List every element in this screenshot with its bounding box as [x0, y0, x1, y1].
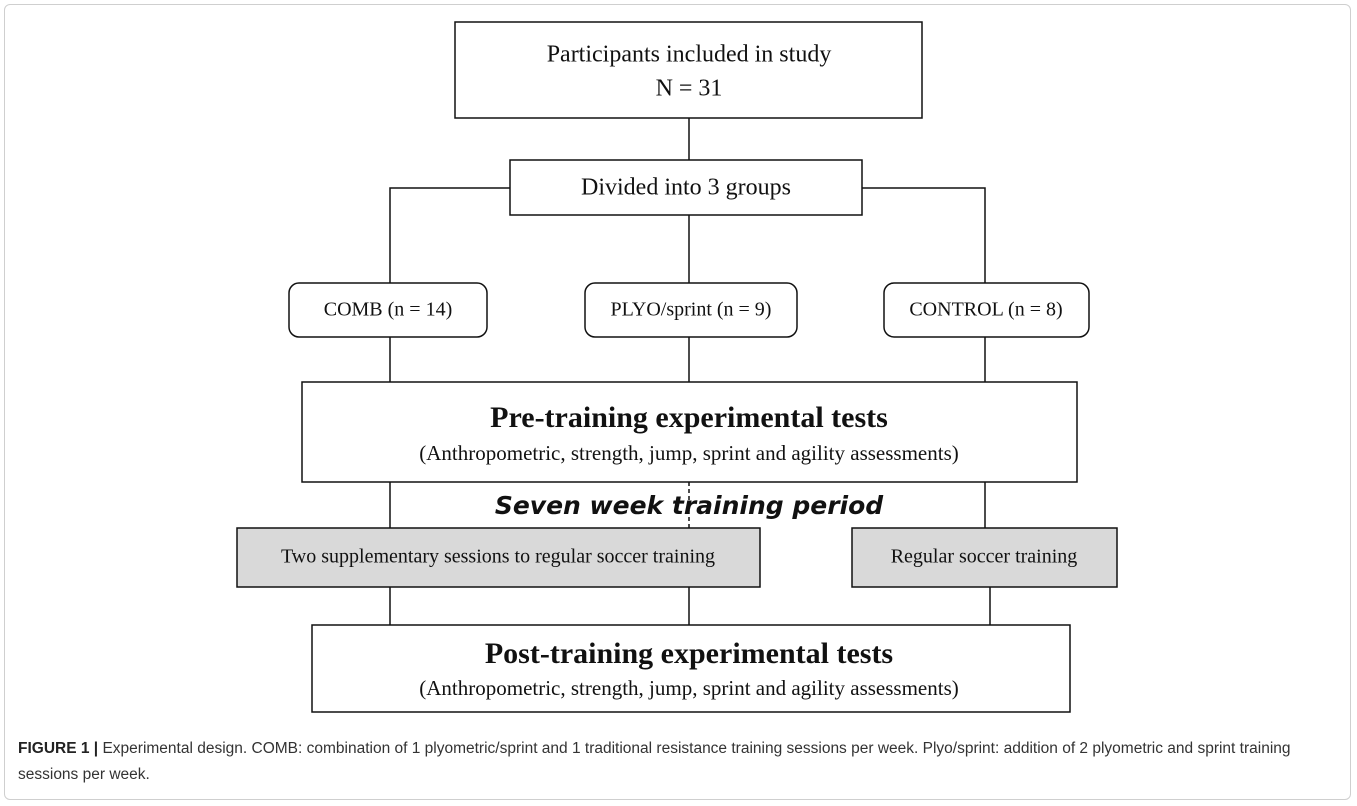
division-label: Divided into 3 groups — [581, 175, 791, 201]
connector — [389, 187, 510, 283]
period-label: Seven week training period — [495, 491, 884, 520]
pre-tests-detail: (Anthropometric, strength, jump, sprint … — [419, 441, 959, 465]
training-box — [851, 527, 1118, 588]
caption: FIGURE 1 | Experimental design. COMB: co… — [18, 736, 1343, 788]
figure-frame — [4, 4, 1351, 800]
pre-tests-title: Pre-training experimental tests — [490, 401, 888, 434]
training-box — [236, 527, 761, 588]
group-box — [883, 282, 1090, 338]
group-box — [288, 282, 488, 338]
group-label: COMB (n = 14) — [324, 299, 453, 321]
post-tests-detail: (Anthropometric, strength, jump, sprint … — [419, 676, 959, 700]
group-label: PLYO/sprint (n = 9) — [611, 299, 772, 321]
participants-title: Participants included in study — [547, 42, 832, 68]
group-box — [584, 282, 798, 338]
division-box — [509, 159, 863, 216]
group-label: CONTROL (n = 8) — [909, 299, 1062, 321]
caption-text: Experimental design. COMB: combination o… — [18, 740, 1291, 783]
caption-label: FIGURE 1 | — [18, 740, 99, 757]
pre-tests-box — [301, 381, 1078, 483]
training-label: Two supplementary sessions to regular so… — [281, 546, 715, 568]
post-tests-title: Post-training experimental tests — [485, 637, 893, 670]
participants-box — [454, 21, 923, 119]
post-tests-box — [311, 624, 1071, 713]
participants-count: N = 31 — [656, 76, 723, 102]
training-label: Regular soccer training — [891, 546, 1078, 568]
connector — [862, 187, 986, 283]
